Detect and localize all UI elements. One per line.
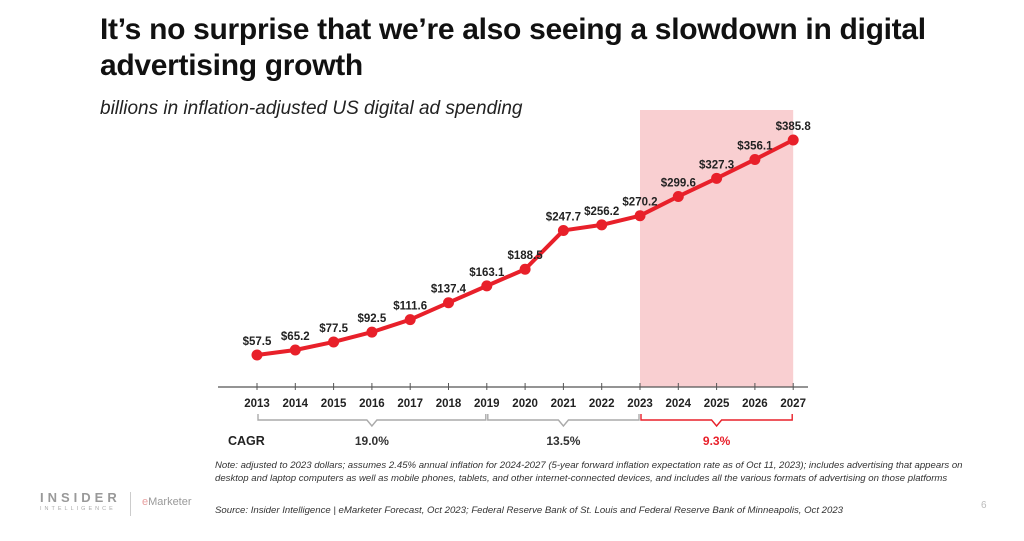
data-point (443, 297, 454, 309)
data-label: $77.5 (319, 323, 348, 335)
cagr-bracket (257, 414, 487, 428)
x-tick-label: 2014 (283, 398, 309, 410)
data-point (481, 280, 493, 292)
x-tick-label: 2026 (742, 398, 768, 410)
cagr-value: 9.3% (703, 434, 731, 448)
data-label: $111.6 (393, 301, 427, 313)
logo-line1: INSIDER (40, 490, 121, 505)
data-point (711, 172, 723, 184)
data-label: $92.5 (358, 313, 387, 325)
data-label: $65.2 (281, 331, 310, 343)
data-label: $327.3 (699, 159, 734, 171)
data-label: $256.2 (584, 206, 619, 218)
data-label: $57.5 (243, 336, 272, 348)
cagr-value: 19.0% (355, 434, 389, 448)
data-point (519, 263, 531, 275)
data-label: $163.1 (469, 267, 505, 279)
x-tick-label: 2025 (704, 398, 730, 410)
x-tick-label: 2019 (474, 398, 500, 410)
logo-divider (130, 492, 131, 516)
x-tick-label: 2017 (397, 398, 423, 410)
emarketer-e: e (142, 496, 149, 508)
data-label: $299.6 (661, 177, 696, 189)
data-point (596, 219, 608, 231)
slide-title: It’s no surprise that we’re also seeing … (100, 13, 926, 82)
cagr-value: 13.5% (546, 434, 580, 448)
data-point (251, 349, 263, 361)
data-point (366, 326, 378, 338)
x-tick-label: 2020 (512, 398, 538, 410)
data-label: $137.4 (431, 284, 467, 296)
data-point (634, 210, 646, 222)
data-label: $247.7 (546, 211, 581, 223)
x-tick-label: 2023 (627, 398, 653, 410)
cagr-bracket (487, 414, 640, 428)
page-number: 6 (981, 500, 987, 511)
data-label: $385.8 (776, 121, 812, 133)
data-point (328, 336, 340, 348)
x-tick-label: 2018 (436, 398, 462, 410)
forecast-highlight (640, 110, 794, 387)
chart-note: Note: adjusted to 2023 dollars; assumes … (215, 460, 963, 484)
x-tick-label: 2022 (589, 398, 615, 410)
data-point (787, 134, 799, 146)
data-label: $270.2 (622, 197, 657, 209)
x-tick-label: 2024 (666, 398, 692, 410)
data-point (404, 314, 416, 326)
cagr-label: CAGR (228, 434, 265, 448)
emarketer-text: Marketer (148, 496, 192, 508)
data-point (672, 190, 684, 202)
insider-intelligence-logo: INSIDER INTELLIGENCE (40, 490, 121, 512)
x-tick-label: 2015 (321, 398, 347, 410)
data-point (749, 153, 761, 165)
data-label: $188.5 (508, 250, 544, 262)
x-tick-label: 2021 (551, 398, 577, 410)
x-tick-label: 2027 (780, 398, 806, 410)
cagr-bracket (640, 414, 793, 428)
chart-subtitle: billions in inflation-adjusted US digita… (100, 98, 523, 119)
x-tick-label: 2013 (244, 398, 270, 410)
data-label: $356.1 (737, 140, 773, 152)
logo-line2: INTELLIGENCE (40, 506, 116, 512)
x-tick-label: 2016 (359, 398, 385, 410)
data-point (557, 224, 569, 236)
chart-source: Source: Insider Intelligence | eMarketer… (215, 505, 844, 516)
emarketer-logo: eMarketer (142, 496, 192, 508)
data-point (289, 344, 301, 356)
